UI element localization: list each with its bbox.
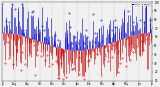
Legend: Above, Below: Above, Below xyxy=(132,3,151,6)
